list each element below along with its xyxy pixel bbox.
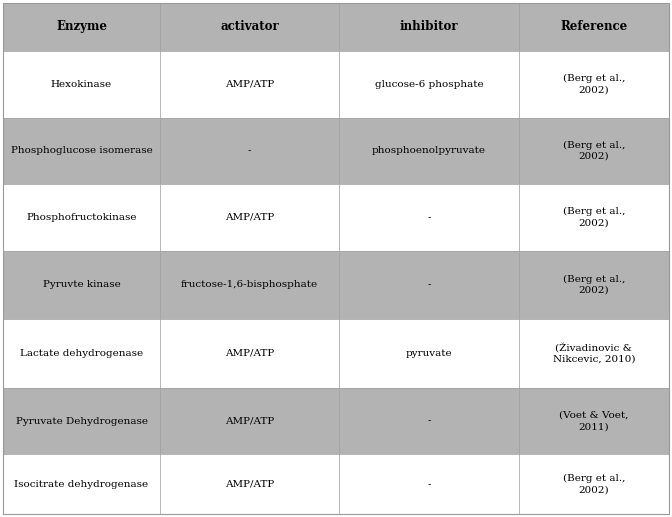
Bar bbox=[3, 184, 160, 251]
Text: inhibitor: inhibitor bbox=[400, 20, 458, 34]
Text: Pyruvate Dehydrogenase: Pyruvate Dehydrogenase bbox=[15, 417, 148, 425]
Text: (Voet & Voet,
2011): (Voet & Voet, 2011) bbox=[559, 411, 628, 431]
Text: -: - bbox=[427, 417, 431, 425]
Bar bbox=[160, 454, 339, 514]
Bar bbox=[519, 117, 669, 184]
Text: (Berg et al.,
2002): (Berg et al., 2002) bbox=[562, 275, 625, 295]
Text: pyruvate: pyruvate bbox=[406, 349, 452, 358]
Bar bbox=[519, 454, 669, 514]
Bar bbox=[519, 251, 669, 319]
Text: (Berg et al.,
2002): (Berg et al., 2002) bbox=[562, 74, 625, 95]
Text: Reference: Reference bbox=[560, 20, 628, 34]
Text: (Berg et al.,
2002): (Berg et al., 2002) bbox=[562, 207, 625, 227]
Text: -: - bbox=[427, 213, 431, 222]
Bar bbox=[519, 184, 669, 251]
Bar bbox=[3, 388, 160, 454]
Text: -: - bbox=[248, 146, 251, 155]
Text: phosphoenolpyruvate: phosphoenolpyruvate bbox=[372, 146, 486, 155]
Bar bbox=[339, 454, 519, 514]
Bar bbox=[160, 117, 339, 184]
Text: activator: activator bbox=[220, 20, 279, 34]
Bar bbox=[519, 388, 669, 454]
Bar bbox=[519, 3, 669, 51]
Bar bbox=[339, 319, 519, 388]
Text: Phosphoglucose isomerase: Phosphoglucose isomerase bbox=[11, 146, 153, 155]
Bar bbox=[339, 251, 519, 319]
Bar bbox=[160, 319, 339, 388]
Text: Isocitrate dehydrogenase: Isocitrate dehydrogenase bbox=[15, 480, 149, 489]
Text: AMP/ATP: AMP/ATP bbox=[225, 349, 274, 358]
Bar bbox=[3, 3, 160, 51]
Bar bbox=[160, 251, 339, 319]
Text: Hexokinase: Hexokinase bbox=[51, 80, 112, 89]
Text: AMP/ATP: AMP/ATP bbox=[225, 417, 274, 425]
Text: fructose-1,6-bisphosphate: fructose-1,6-bisphosphate bbox=[181, 280, 318, 290]
Bar bbox=[339, 184, 519, 251]
Bar bbox=[3, 319, 160, 388]
Text: AMP/ATP: AMP/ATP bbox=[225, 80, 274, 89]
Text: -: - bbox=[427, 480, 431, 489]
Bar bbox=[3, 251, 160, 319]
Bar bbox=[339, 388, 519, 454]
Bar bbox=[3, 117, 160, 184]
Bar bbox=[160, 51, 339, 117]
Bar bbox=[160, 388, 339, 454]
Bar bbox=[339, 3, 519, 51]
Text: AMP/ATP: AMP/ATP bbox=[225, 480, 274, 489]
Text: Lactate dehydrogenase: Lactate dehydrogenase bbox=[20, 349, 143, 358]
Text: -: - bbox=[427, 280, 431, 290]
Text: Phosphofructokinase: Phosphofructokinase bbox=[26, 213, 137, 222]
Text: Pyruvte kinase: Pyruvte kinase bbox=[42, 280, 120, 290]
Bar bbox=[160, 184, 339, 251]
Bar bbox=[339, 51, 519, 117]
Text: glucose-6 phosphate: glucose-6 phosphate bbox=[375, 80, 483, 89]
Bar bbox=[160, 3, 339, 51]
Text: Enzyme: Enzyme bbox=[56, 20, 107, 34]
Text: AMP/ATP: AMP/ATP bbox=[225, 213, 274, 222]
Text: (Berg et al.,
2002): (Berg et al., 2002) bbox=[562, 141, 625, 161]
Text: (Berg et al.,
2002): (Berg et al., 2002) bbox=[562, 474, 625, 494]
Text: (Živadinovic &
Nikcevic, 2010): (Živadinovic & Nikcevic, 2010) bbox=[552, 343, 635, 364]
Bar bbox=[339, 117, 519, 184]
Bar bbox=[519, 51, 669, 117]
Bar bbox=[3, 51, 160, 117]
Bar bbox=[519, 319, 669, 388]
Bar bbox=[3, 454, 160, 514]
